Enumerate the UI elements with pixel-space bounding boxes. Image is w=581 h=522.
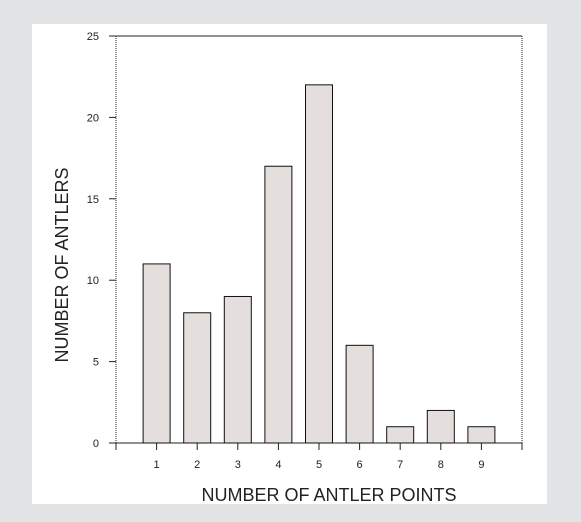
x-tick-labels: 1 2 3 4 5 6 7 8 9 xyxy=(154,459,485,471)
x-tick-label: 4 xyxy=(275,459,281,471)
y-tick-labels: 0 5 10 15 20 25 xyxy=(87,31,99,450)
bar-2 xyxy=(183,312,212,444)
bars xyxy=(142,84,496,444)
y-tick-label: 20 xyxy=(87,112,99,124)
y-tick-label: 15 xyxy=(87,194,99,206)
x-tick-label: 9 xyxy=(478,459,484,471)
y-axis-title: NUMBER OF ANTLERS xyxy=(52,167,72,362)
y-tick-label: 25 xyxy=(87,31,99,43)
bar-8 xyxy=(426,409,455,444)
x-tick-label: 5 xyxy=(316,459,322,471)
chart-panel: 1 2 3 4 5 6 7 8 9 0 5 10 15 20 25 NUMBER OF ANTLER PO… xyxy=(32,24,547,504)
bar-7 xyxy=(386,426,415,444)
bar-3 xyxy=(223,295,252,444)
x-tick-label: 1 xyxy=(154,459,160,471)
y-tick-label: 10 xyxy=(87,275,99,287)
y-tick-label: 5 xyxy=(93,357,99,369)
bar-4 xyxy=(264,165,293,444)
x-tick-label: 8 xyxy=(438,459,444,471)
x-axis-title: NUMBER OF ANTLER POINTS xyxy=(201,485,456,504)
x-tick-label: 6 xyxy=(357,459,363,471)
x-tick-label: 7 xyxy=(397,459,403,471)
bar-9 xyxy=(467,426,496,444)
bar-1 xyxy=(142,263,171,444)
x-tick-label: 2 xyxy=(194,459,200,471)
bar-6 xyxy=(345,344,374,444)
bar-5 xyxy=(305,84,333,444)
bar-chart: 1 2 3 4 5 6 7 8 9 0 5 10 15 20 25 NUMBER OF ANTLER PO… xyxy=(52,31,523,504)
y-tick-label: 0 xyxy=(93,438,99,450)
x-tick-label: 3 xyxy=(235,459,241,471)
